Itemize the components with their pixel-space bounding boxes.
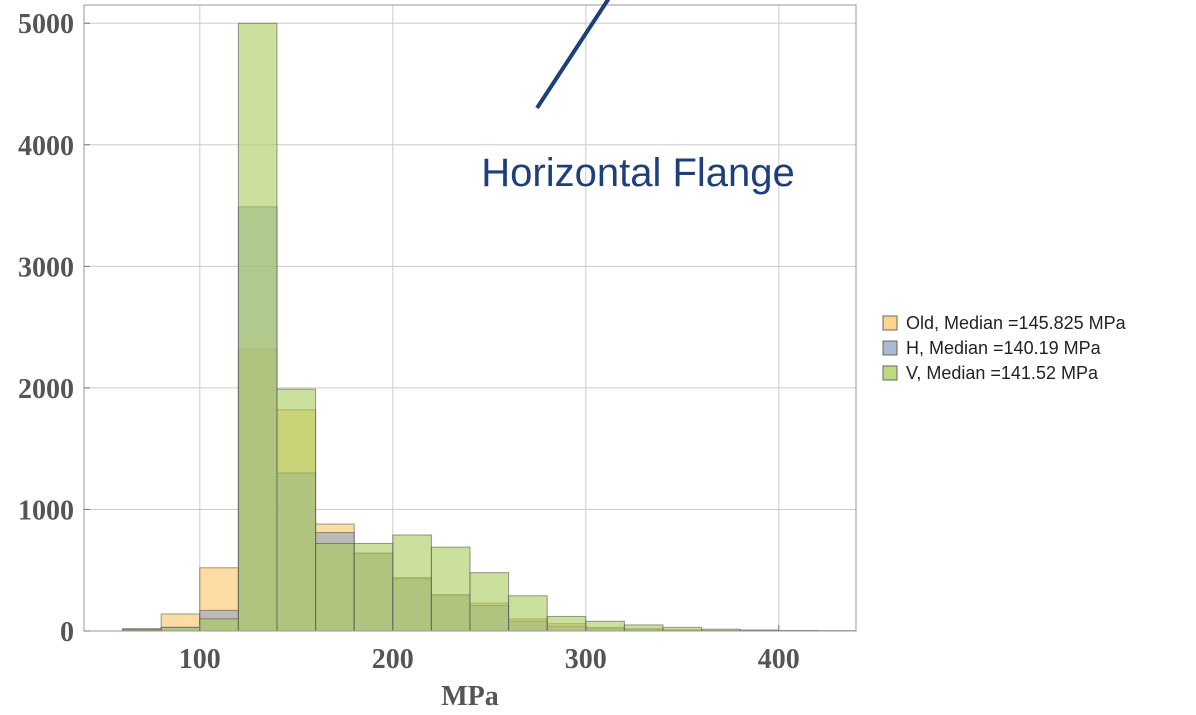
bar-series-3 xyxy=(623,624,664,632)
legend-label: H, Median =140.19 MPa xyxy=(906,338,1102,358)
y-tick-label: 0 xyxy=(60,617,74,648)
bar-series-3 xyxy=(199,618,239,632)
y-tick-label: 4000 xyxy=(18,131,74,162)
plot-frame xyxy=(83,4,857,632)
x-tick-label: 300 xyxy=(565,644,607,675)
bar-series-3 xyxy=(508,595,548,632)
bar-series-3 xyxy=(546,615,587,632)
legend: Old, Median =145.825 MPa H, Median =140.1… xyxy=(882,313,1127,383)
annotation-arrow xyxy=(535,0,611,110)
x-axis-title: MPa xyxy=(441,681,499,712)
bar-series-3 xyxy=(315,542,355,632)
bar-series-3 xyxy=(237,22,278,632)
grid-lines xyxy=(84,5,856,631)
bar-series-3 xyxy=(469,572,510,632)
bar-series-3 xyxy=(662,626,703,632)
x-tick-label: 100 xyxy=(179,644,221,675)
x-tick-label: 400 xyxy=(758,644,800,675)
legend-swatch xyxy=(882,340,898,356)
bar-series-3 xyxy=(276,388,317,632)
y-tick-label: 3000 xyxy=(18,252,74,283)
bar-series-3 xyxy=(353,542,394,632)
bar-series-3 xyxy=(430,546,471,632)
histogram-bars xyxy=(122,22,857,632)
y-tick-label: 2000 xyxy=(18,374,74,405)
legend-swatch xyxy=(882,365,898,381)
annotation: Horizontal Flange xyxy=(481,0,795,195)
bar-series-3 xyxy=(160,626,201,632)
bar-series-3 xyxy=(585,620,625,632)
legend-label: V, Median =141.52 MPa xyxy=(906,363,1099,383)
annotation-text: Horizontal Flange xyxy=(481,151,795,195)
legend-swatch xyxy=(882,315,898,331)
legend-label: Old, Median =145.825 MPa xyxy=(906,313,1127,333)
bar-series-3 xyxy=(392,534,432,632)
y-tick-label: 5000 xyxy=(18,9,74,40)
y-tick-label: 1000 xyxy=(18,495,74,526)
x-tick-label: 200 xyxy=(372,644,414,675)
